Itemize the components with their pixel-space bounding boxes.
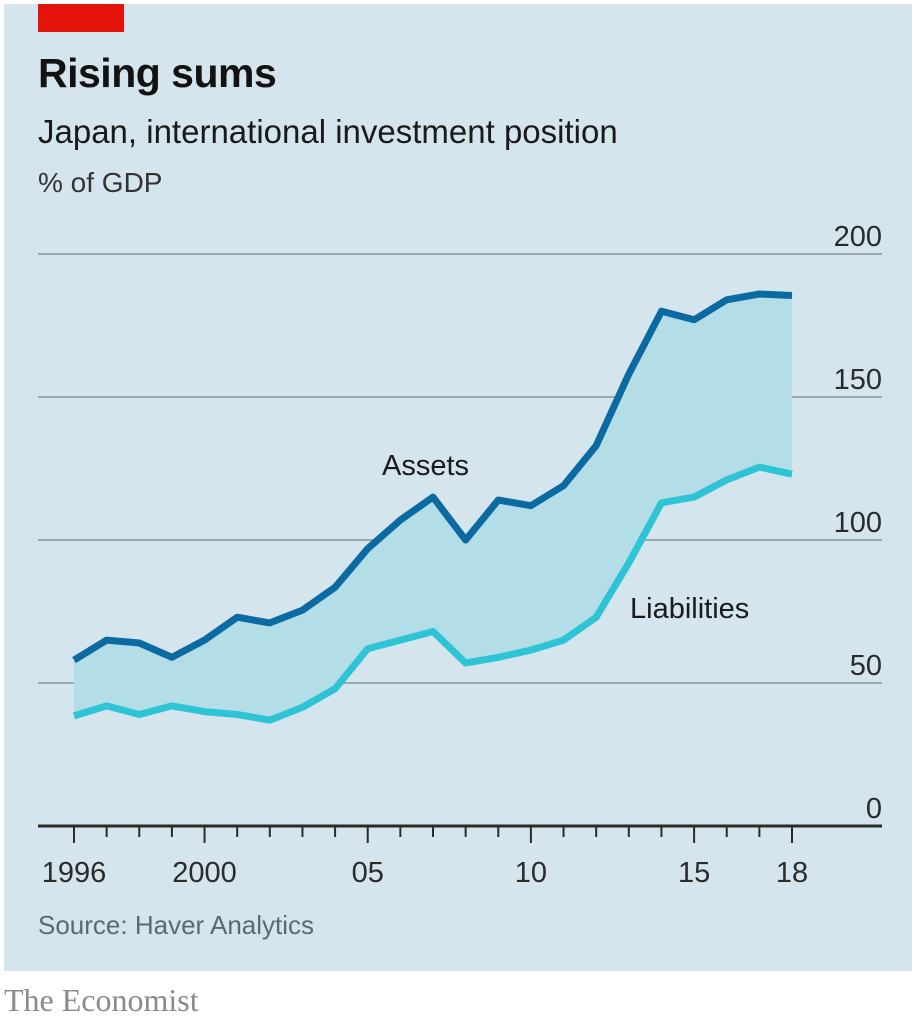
- y-tick-label-50: 50: [850, 650, 882, 682]
- brand-logo-text: The Economist: [4, 982, 199, 1018]
- red-tag-accent: [38, 4, 124, 32]
- y-tick-label-200: 200: [834, 221, 882, 253]
- source-note: Source: Haver Analytics: [38, 910, 315, 940]
- chart-title: Rising sums: [38, 50, 277, 96]
- y-tick-label-100: 100: [834, 507, 882, 539]
- x-axis: 1996 2000 05 10 15 18: [38, 824, 882, 889]
- annotation-assets: Assets: [382, 450, 469, 482]
- liabilities-line: [72, 463, 793, 724]
- chart-unit-label: % of GDP: [38, 167, 163, 198]
- assets-line: [72, 290, 793, 664]
- x-tick-label-2015: 15: [678, 857, 710, 889]
- x-tick-label-2000: 2000: [172, 857, 237, 889]
- x-tick-label-2010: 10: [515, 857, 547, 889]
- y-tick-label-0: 0: [866, 793, 882, 825]
- y-axis-labels: 0 50 100 150 200: [834, 221, 882, 825]
- chart-panel: [4, 4, 912, 971]
- y-tick-label-150: 150: [834, 364, 882, 396]
- x-tick-label-2005: 05: [352, 857, 384, 889]
- chart-subtitle: Japan, international investment position: [38, 113, 618, 150]
- x-tick-label-2018: 18: [776, 857, 808, 889]
- assets-liabilities-gap-area: [74, 294, 792, 721]
- x-tick-label-1996: 1996: [42, 857, 107, 889]
- annotation-liabilities: Liabilities: [630, 593, 749, 625]
